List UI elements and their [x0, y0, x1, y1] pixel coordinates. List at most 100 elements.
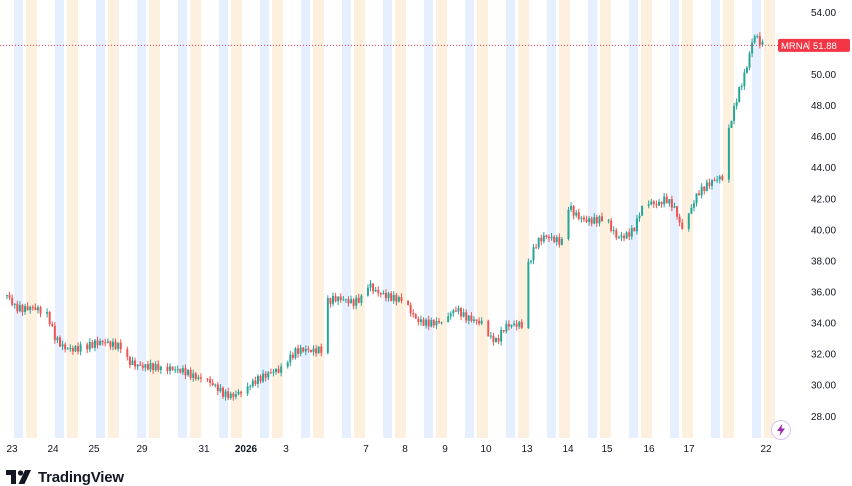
- candle-body: [149, 363, 152, 370]
- candle-body: [630, 227, 633, 237]
- candle-body: [139, 364, 142, 366]
- brand-name: TradingView: [38, 468, 124, 486]
- candle-body: [387, 293, 390, 299]
- candle-body: [262, 373, 265, 382]
- candle-body: [69, 348, 72, 350]
- candle-body: [449, 313, 452, 317]
- candle-body: [751, 42, 754, 54]
- candle-body: [480, 320, 483, 324]
- candle-body: [532, 247, 535, 261]
- candle-body: [96, 340, 99, 346]
- candle-body: [8, 295, 11, 298]
- price-chart[interactable]: 54.0052.0050.0048.0046.0044.0042.0040.00…: [0, 0, 852, 462]
- x-tick-label: 23: [6, 444, 18, 455]
- candle-body: [687, 213, 690, 229]
- candle-body: [753, 36, 756, 43]
- last-price-label-bg: [778, 38, 850, 52]
- after-hours-band: [670, 0, 679, 438]
- pre-market-band: [354, 0, 365, 438]
- candle-body: [29, 307, 32, 311]
- candle-body: [249, 386, 252, 388]
- after-hours-band: [506, 0, 515, 438]
- candle-body: [537, 237, 540, 248]
- lightning-icon: [777, 424, 785, 436]
- after-hours-band: [219, 0, 228, 438]
- candle-body: [74, 346, 77, 352]
- y-tick-label: 42.00: [811, 194, 836, 205]
- candle-body: [192, 373, 195, 378]
- candle-body: [495, 338, 497, 342]
- candle-body: [302, 347, 305, 352]
- after-hours-band: [629, 0, 638, 438]
- pre-market-band: [436, 0, 447, 438]
- candle-body: [598, 216, 601, 224]
- pre-market-band: [641, 0, 652, 438]
- candle-body: [187, 369, 190, 376]
- candle-body: [144, 364, 147, 368]
- candle-body: [617, 237, 620, 239]
- candle-body: [500, 330, 503, 342]
- candle-body: [326, 298, 329, 353]
- candle-body: [588, 218, 591, 222]
- candle-body: [454, 310, 457, 312]
- after-hours-band: [96, 0, 105, 438]
- x-tick-label: 29: [136, 444, 148, 455]
- candle-body: [572, 206, 575, 216]
- candle-body: [570, 206, 573, 210]
- candle-body: [71, 348, 74, 352]
- y-tick-label: 38.00: [811, 256, 836, 267]
- last-price-value: 51.88: [813, 41, 837, 52]
- candle-body: [748, 53, 751, 68]
- x-tick-label: 9: [442, 444, 448, 455]
- candle-body: [698, 193, 701, 196]
- candle-body: [612, 230, 615, 232]
- candle-body: [51, 323, 54, 326]
- x-tick-label: 14: [562, 444, 574, 455]
- candle-body: [430, 320, 433, 327]
- candle-body: [157, 364, 160, 370]
- candle-body: [294, 348, 297, 358]
- candle-body: [400, 297, 403, 301]
- candle-body: [16, 303, 19, 312]
- candle-body: [126, 349, 129, 357]
- candle-body: [633, 227, 636, 232]
- candle-body: [507, 323, 510, 327]
- candle-body: [337, 296, 340, 302]
- candle-body: [194, 373, 197, 379]
- candle-body: [134, 360, 137, 367]
- candle-body: [518, 321, 521, 327]
- candle-body: [342, 299, 345, 301]
- y-tick-label: 30.00: [811, 381, 836, 392]
- candle-body: [259, 376, 262, 382]
- candle-body: [352, 299, 355, 306]
- pre-market-band: [190, 0, 201, 438]
- candle-body: [758, 36, 761, 45]
- candle-body: [527, 261, 530, 328]
- candle-body: [590, 218, 593, 224]
- candle-body: [582, 217, 585, 220]
- candle-body: [470, 315, 473, 322]
- candle-body: [438, 320, 440, 323]
- candle-body: [64, 344, 67, 350]
- candle-body: [320, 346, 323, 353]
- pre-market-band: [313, 0, 324, 438]
- pre-market-band: [518, 0, 529, 438]
- candle-body: [277, 368, 280, 373]
- candle-body: [678, 216, 681, 223]
- candle-body: [307, 348, 310, 350]
- candle-body: [673, 206, 676, 208]
- pre-market-band: [67, 0, 78, 438]
- lightning-button[interactable]: [771, 420, 791, 440]
- candle-body: [39, 307, 42, 314]
- brand-logo[interactable]: TradingView: [6, 468, 124, 486]
- candle-body: [48, 311, 51, 324]
- candle-body: [390, 293, 393, 301]
- candle-body: [112, 341, 114, 347]
- candle-body: [269, 372, 272, 374]
- candle-body: [515, 323, 518, 327]
- x-tick-label: 3: [283, 444, 289, 455]
- candle-body: [366, 287, 369, 296]
- candle-body: [289, 354, 292, 363]
- candle-body: [681, 222, 684, 229]
- candle-body: [462, 312, 465, 317]
